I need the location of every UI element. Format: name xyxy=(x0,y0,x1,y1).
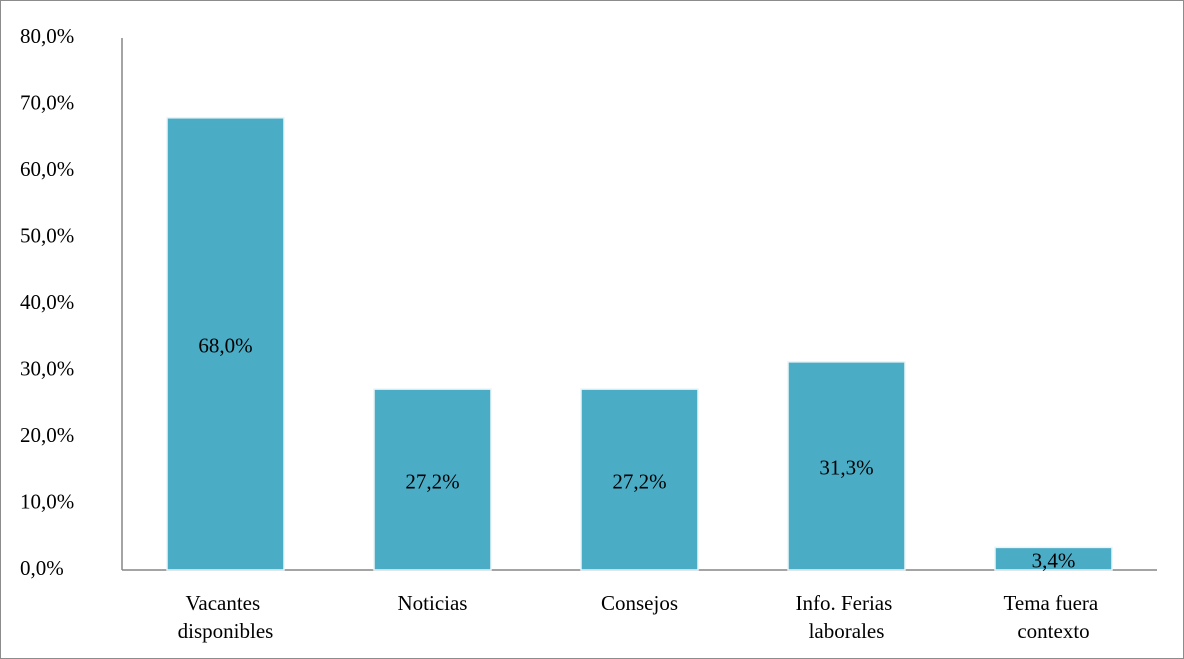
x-tick-label-line: contexto xyxy=(1017,619,1089,643)
x-tick-label-line: disponibles xyxy=(178,619,274,643)
x-tick-label: Noticias xyxy=(398,591,468,615)
y-tick-label: 40,0% xyxy=(20,290,74,314)
value-label: 27,2% xyxy=(612,469,666,493)
x-tick-label: Consejos xyxy=(601,591,678,615)
y-tick-label: 0,0% xyxy=(20,556,64,580)
x-tick-label-line: laborales xyxy=(809,619,885,643)
bar xyxy=(787,361,906,571)
x-tick-label: Vacantes disponibles xyxy=(178,591,274,643)
y-tick-label: 10,0% xyxy=(20,489,74,513)
y-tick-label: 80,0% xyxy=(20,24,74,48)
y-tick-label: 70,0% xyxy=(20,90,74,114)
x-tick-label-line: Vacantes xyxy=(186,591,266,615)
x-tick-label-line: Consejos xyxy=(601,591,678,615)
bar xyxy=(580,388,699,571)
value-label: 3,4% xyxy=(1032,549,1076,573)
bar xyxy=(166,117,285,571)
bar xyxy=(373,388,492,571)
y-tick-label: 50,0% xyxy=(20,223,74,247)
x-tick-label-line: Tema fuera xyxy=(1004,591,1104,615)
x-tick-label-line: Info. Ferias xyxy=(795,591,897,615)
value-label: 31,3% xyxy=(819,456,873,480)
x-tick-label: Info. Ferias laborales xyxy=(795,591,897,643)
value-label: 68,0% xyxy=(198,334,252,358)
y-tick-label: 20,0% xyxy=(20,423,74,447)
x-tick-label: Tema fuera contexto xyxy=(1004,591,1104,643)
x-tick-label-line: Noticias xyxy=(398,591,468,615)
bar xyxy=(994,546,1113,571)
value-label: 27,2% xyxy=(405,469,459,493)
y-tick-label: 30,0% xyxy=(20,356,74,380)
y-tick-label: 60,0% xyxy=(20,157,74,181)
